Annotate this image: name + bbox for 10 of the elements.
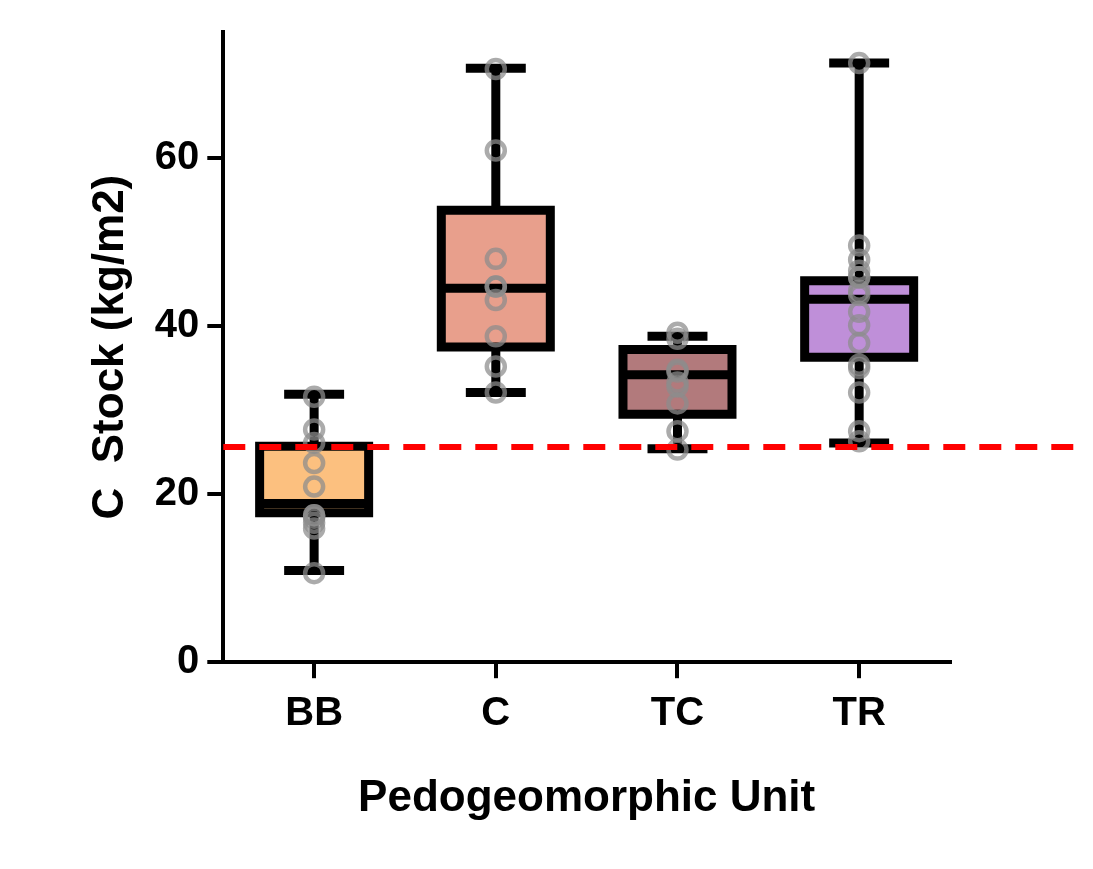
x-tick-label: BB: [285, 689, 344, 734]
x-axis-title: Pedogeomorphic Unit: [358, 770, 816, 820]
y-axis-title: C Stock (kg/m2): [82, 174, 132, 520]
y-tick-label: 40: [154, 301, 200, 346]
x-tick-label: TC: [650, 689, 705, 734]
y-tick-label: 20: [154, 469, 200, 514]
y-tick-label: 60: [154, 133, 200, 178]
x-tick-label: C: [481, 689, 511, 734]
y-tick-label: 0: [177, 637, 200, 682]
x-tick-label: TR: [832, 689, 886, 734]
